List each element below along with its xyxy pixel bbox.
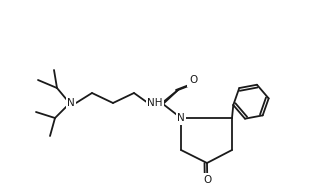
Text: O: O (203, 175, 212, 185)
Text: O: O (189, 75, 197, 85)
Text: N: N (177, 113, 185, 123)
Text: N: N (67, 98, 75, 108)
Text: NH: NH (147, 98, 163, 108)
